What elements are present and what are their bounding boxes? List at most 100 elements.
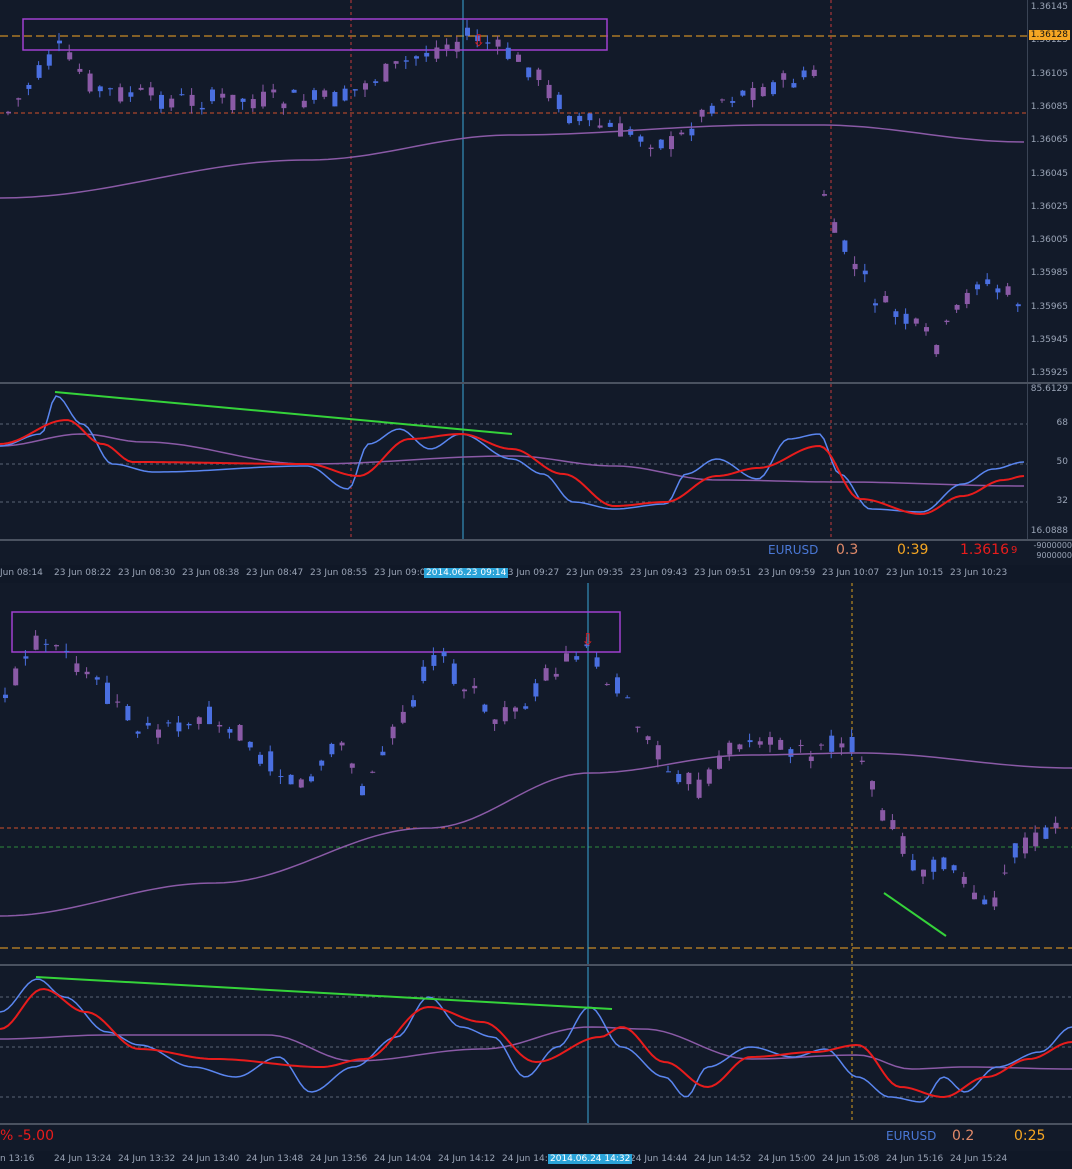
top-candle xyxy=(546,84,552,99)
resistance-box xyxy=(22,18,608,51)
top-candle xyxy=(893,311,899,317)
bottom-candle xyxy=(421,666,427,681)
top-candle xyxy=(842,240,848,252)
bottom-pane-divider[interactable] xyxy=(0,964,1072,966)
bottom-symbol-label: EURUSD xyxy=(886,1129,937,1143)
top-price-pane[interactable]: ⇩ 1.36145 1.36125 1.36105 1.36085 1.36065 1.3… xyxy=(0,0,1072,382)
top-candle xyxy=(220,93,226,98)
bottom-candle xyxy=(370,771,376,773)
bottom-candle xyxy=(258,754,263,764)
bottom-candle xyxy=(176,722,182,732)
bottom-candle xyxy=(543,668,549,681)
bottom-candle xyxy=(604,684,610,686)
bottom-candle xyxy=(268,751,274,772)
top-info-pane: EURUSD 0.3 0:39 1.3616 9 -9000000 900000… xyxy=(0,541,1072,565)
top-candle xyxy=(975,284,980,290)
bottom-candle xyxy=(319,760,325,766)
top-candle xyxy=(230,94,236,111)
bottom-candle xyxy=(349,763,355,768)
time-axis-label: 24 Jun 14:12 xyxy=(438,1154,496,1164)
bottom-candle xyxy=(23,656,29,659)
bottom-candle xyxy=(859,760,865,762)
time-axis-label: 24 Jun 13:56 xyxy=(310,1154,368,1164)
top-candle xyxy=(97,86,103,92)
time-axis-label: 23 Jun 09:43 xyxy=(630,568,688,578)
bottom-lower-divider[interactable] xyxy=(0,1123,1072,1125)
top-candle xyxy=(108,88,113,90)
bottom-price-pane[interactable]: ⇩ xyxy=(0,583,1072,964)
time-axis-label: 24 Jun 15:00 xyxy=(758,1154,816,1164)
bottom-candle xyxy=(360,786,365,796)
time-axis-label: 24 Jun 14:20 xyxy=(502,1154,560,1164)
bottom-candle xyxy=(492,719,498,724)
bottom-candle xyxy=(890,820,896,830)
bottom-time-axis: n 13:16 24 Jun 13:24 24 Jun 13:32 24 Jun 13… xyxy=(0,1151,1072,1169)
time-axis-label: 23 Jun 08:55 xyxy=(310,568,368,578)
bottom-candle xyxy=(992,897,998,907)
top-candle xyxy=(414,56,419,59)
indicator-signal-ma xyxy=(0,433,1025,487)
bottom-candle xyxy=(961,876,967,884)
top-candle xyxy=(46,54,52,66)
top-symbol-label: EURUSD xyxy=(768,543,819,557)
bottom-candle xyxy=(676,773,682,783)
top-candle xyxy=(924,327,929,332)
bottom-candle xyxy=(115,701,121,703)
top-bid-price-small: 9 xyxy=(1011,545,1018,556)
bottom-candle xyxy=(237,725,243,741)
bottom-candle xyxy=(502,707,508,722)
bottom-candle xyxy=(849,736,855,753)
price-axis-label: 1.36045 xyxy=(1030,168,1068,179)
time-axis-label: 24 Jun 15:16 xyxy=(886,1154,944,1164)
sell-arrow-icon: ⇩ xyxy=(581,630,594,649)
top-candle xyxy=(169,98,175,108)
price-axis-label: 1.36105 xyxy=(1030,68,1068,79)
top-candle xyxy=(760,87,766,97)
top-pane-divider[interactable] xyxy=(0,382,1072,384)
bottom-candle xyxy=(400,711,406,723)
top-candle xyxy=(57,40,62,44)
top-candle xyxy=(118,87,124,102)
top-lower-axis-label-2: 9000000 xyxy=(1036,551,1072,560)
top-candle xyxy=(26,84,32,89)
bottom-candle xyxy=(1053,822,1059,829)
time-axis-label: 23 Jun 10:07 xyxy=(822,568,880,578)
bottom-indicator-left-label: % -5.00 xyxy=(0,1128,54,1144)
bottom-candle xyxy=(125,706,131,721)
top-lower-divider[interactable] xyxy=(0,539,1072,541)
bottom-candle xyxy=(13,668,19,686)
bottom-candle xyxy=(829,735,835,752)
bottom-candle xyxy=(870,781,875,790)
price-axis-label: 1.36025 xyxy=(1030,201,1068,212)
bottom-candle xyxy=(921,869,926,877)
top-candle xyxy=(679,132,685,135)
top-candle xyxy=(6,111,11,114)
bottom-candle xyxy=(778,739,784,750)
top-candle xyxy=(771,82,776,95)
top-candle xyxy=(699,109,705,117)
bottom-indicator-pane[interactable] xyxy=(0,967,1072,1123)
top-candle xyxy=(720,99,725,101)
top-candle xyxy=(567,115,572,124)
top-candle xyxy=(465,27,470,36)
time-axis-label: 24 Jun 14:44 xyxy=(630,1154,688,1164)
time-axis-label: 23 Jun 09:27 xyxy=(502,568,560,578)
bottom-info-pane: % -5.00 EURUSD 0.2 0:25 xyxy=(0,1125,1072,1151)
top-indicator-pane[interactable]: 85.6129 68 50 32 16.0888 xyxy=(0,384,1072,539)
time-axis-label: 24 Jun 15:24 xyxy=(950,1154,1008,1164)
moving-average-line xyxy=(0,752,1072,917)
bottom-candle xyxy=(3,694,8,699)
time-axis-label: 23 Jun 09:0 xyxy=(374,568,426,578)
bottom-candle xyxy=(1033,832,1039,847)
price-axis-label: 1.35925 xyxy=(1030,368,1068,379)
top-candle xyxy=(740,90,746,96)
top-price-canvas: ⇩ xyxy=(0,0,1028,382)
top-candle xyxy=(873,303,878,306)
time-axis-label: 23 Jun 08:47 xyxy=(246,568,304,578)
bottom-candle xyxy=(839,743,845,748)
time-axis-label: 23 Jun 10:15 xyxy=(886,568,944,578)
bottom-candle xyxy=(482,704,488,712)
bottom-candle xyxy=(411,700,416,707)
bottom-candle xyxy=(594,657,600,667)
top-candle xyxy=(1005,286,1011,295)
